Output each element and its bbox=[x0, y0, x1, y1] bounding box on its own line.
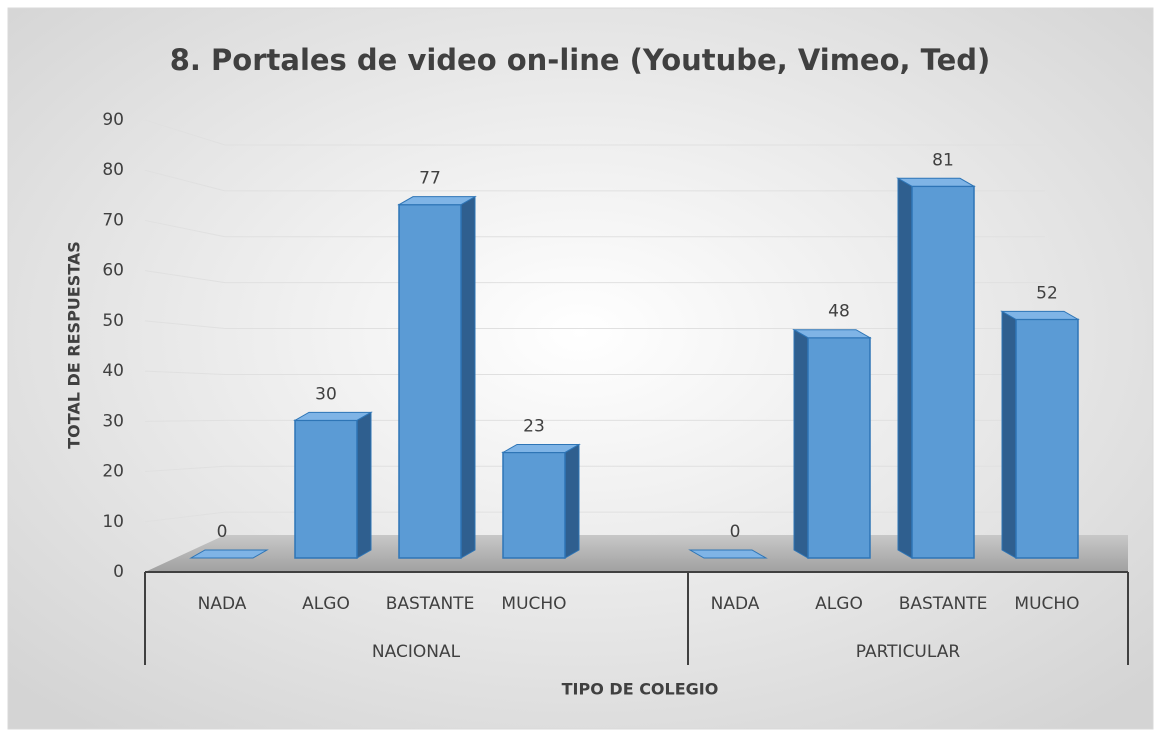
x-tick-label: BASTANTE bbox=[899, 594, 988, 614]
bar-side bbox=[1001, 310, 1017, 559]
x-axis-title: TIPO DE COLEGIO bbox=[562, 680, 719, 699]
bar-top bbox=[896, 177, 976, 187]
y-tick-label: 0 bbox=[113, 562, 124, 582]
x-tick-label: NADA bbox=[198, 594, 247, 614]
bar-top bbox=[501, 443, 581, 453]
x-tick-label: NADA bbox=[711, 594, 760, 614]
bar-top bbox=[189, 549, 269, 559]
y-tick-label: 50 bbox=[102, 311, 124, 331]
bar-top bbox=[293, 411, 373, 421]
y-tick-label: 30 bbox=[102, 411, 124, 431]
bar-top bbox=[1000, 310, 1080, 320]
bar bbox=[398, 203, 462, 559]
y-tick-label: 20 bbox=[102, 462, 124, 482]
data-label: 77 bbox=[419, 169, 441, 189]
y-tick-label: 60 bbox=[102, 261, 124, 281]
x-tick-label: ALGO bbox=[815, 594, 863, 614]
group-label: PARTICULAR bbox=[856, 642, 961, 662]
bar-top bbox=[688, 549, 768, 559]
grid-line bbox=[144, 219, 226, 238]
grid-line bbox=[144, 370, 226, 375]
bar bbox=[911, 185, 975, 559]
data-label: 0 bbox=[730, 522, 741, 542]
grid-line bbox=[144, 465, 226, 473]
bar-side bbox=[460, 195, 476, 559]
y-tick-label: 10 bbox=[102, 512, 124, 532]
bar bbox=[502, 451, 566, 559]
bar-side bbox=[793, 328, 809, 559]
x-tick-label: BASTANTE bbox=[386, 594, 475, 614]
group-label: NACIONAL bbox=[372, 642, 461, 662]
data-label: 52 bbox=[1036, 283, 1058, 303]
x-tick-label: ALGO bbox=[302, 594, 350, 614]
data-label: 81 bbox=[932, 150, 954, 170]
bar bbox=[807, 336, 871, 559]
plot: 0 10 20 30 40 50 60 70 80 90 NADA 0 ALGO 30 BASTANTE 77… bbox=[102, 110, 1129, 665]
bar bbox=[1015, 318, 1079, 559]
grid-line bbox=[144, 320, 226, 330]
data-label: 30 bbox=[315, 384, 337, 404]
y-tick-label: 70 bbox=[102, 210, 124, 230]
bar-side bbox=[564, 443, 580, 559]
x-tick-label: MUCHO bbox=[1014, 594, 1079, 614]
data-label: 48 bbox=[828, 302, 850, 322]
floor bbox=[145, 535, 1128, 572]
data-label: 0 bbox=[217, 522, 228, 542]
grid-line bbox=[144, 169, 226, 192]
chart-title: 8. Portales de video on-line (Youtube, V… bbox=[170, 43, 991, 77]
y-axis-title: TOTAL DE RESPUESTAS bbox=[65, 241, 84, 449]
grid-line bbox=[144, 119, 226, 146]
grid-line bbox=[144, 270, 226, 284]
grid-line bbox=[144, 419, 226, 422]
background bbox=[7, 7, 1154, 730]
y-tick-label: 90 bbox=[102, 110, 124, 130]
grid-line bbox=[144, 511, 226, 523]
bar-top bbox=[397, 196, 477, 206]
y-tick-label: 80 bbox=[102, 160, 124, 180]
bar-top bbox=[792, 329, 872, 339]
x-tick-label: MUCHO bbox=[501, 594, 566, 614]
bar bbox=[294, 419, 358, 559]
bar-side bbox=[897, 177, 913, 559]
bar-side bbox=[356, 411, 372, 559]
data-label: 23 bbox=[523, 416, 545, 436]
y-tick-label: 40 bbox=[102, 361, 124, 381]
